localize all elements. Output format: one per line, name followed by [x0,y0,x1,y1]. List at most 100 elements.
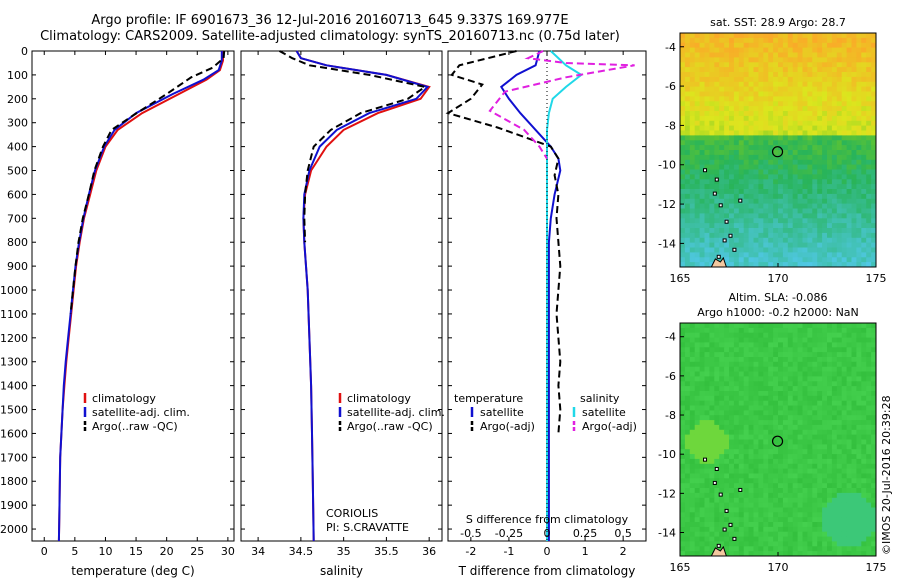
map-title: Altim. SLA: -0.086 [728,291,827,304]
y-tick-label: 1300 [0,356,28,369]
y-tick-label: 1000 [0,284,28,297]
x-tick-label: 34.5 [289,545,314,558]
x-tick-label: 35.5 [374,545,399,558]
x-tick-label: 2 [620,545,627,558]
x-tick-label: 30 [221,545,235,558]
map-panel-1: 165 170 175 -4 -6 -8 -10 -12 -14 sat. SST: 28.9 A… [658,16,886,285]
y-tick-label: -6 [665,370,676,383]
y-tick-label: 700 [7,212,28,225]
x-axis-label: T difference from climatology [458,564,636,578]
y-tick-label: 900 [7,260,28,273]
y-tick-label: 1700 [0,451,28,464]
y-tick-label: -6 [665,80,676,93]
y-tick-label: 0 [21,45,28,58]
y-tick-label: -4 [665,331,676,344]
y-tick-label: 1900 [0,499,28,512]
series-line-argo-adj- [488,50,635,160]
legend-label: satellite-adj. clim. [347,406,445,419]
annotation-line: CORIOLIS [326,507,378,520]
x-tick-label: 175 [866,561,887,574]
y-tick-label: 1800 [0,475,28,488]
x-tick-label: 35 [337,545,351,558]
legend-label: climatology [92,392,156,405]
y-tick-label: -10 [658,159,676,172]
y-tick-label: -8 [665,119,676,132]
map-subtitle: Argo h1000: -0.2 h2000: NaN [697,306,859,319]
profile-panel-3: -2 -1 0 1 2 T difference from climatology -0.5… [445,50,647,578]
island-outlines [703,168,743,268]
x2-tick-label: -0.5 [460,527,481,540]
legend-label: Argo(-adj) [480,420,535,433]
profile-panel-2: 34 34.5 35 35.5 36 salinity climatologysatelli… [240,50,445,578]
x2-tick-label: -0.25 [495,527,523,540]
x-tick-label: 175 [866,272,887,285]
island-outlines [703,457,743,557]
profile-panel-1: 0 5 10 15 20 25 30 temperature (deg C) 0 100 200 30… [0,45,235,578]
y-tick-label: -10 [658,448,676,461]
series-line-satellite-adj-clim- [295,50,430,542]
x-tick-label: 15 [129,545,143,558]
legend-label: Argo(-adj) [582,420,637,433]
series-line-satellite [499,50,562,541]
y-tick-label: 2000 [0,523,28,536]
x-axis-label: temperature (deg C) [71,564,194,578]
series-line-argo-raw-qc- [279,50,428,243]
legend-heading: salinity [580,392,620,405]
map-field [680,33,877,268]
map-title: sat. SST: 28.9 Argo: 28.7 [710,16,846,29]
x2-tick-label: 0.5 [614,527,632,540]
x-axis-label: salinity [320,564,363,578]
y-tick-label: 1600 [0,427,28,440]
x-tick-label: 1 [582,545,589,558]
y-tick-label: 600 [7,188,28,201]
x2-tick-label: 0 [544,527,551,540]
series-line-satellite [546,50,584,541]
x-tick-label: 170 [768,561,789,574]
legend-label: satellite-adj. clim. [92,406,190,419]
x2-axis-label: S difference from climatology [466,513,629,526]
map-field [680,323,877,557]
header-line-2: Climatology: CARS2009. Satellite-adjuste… [40,29,620,44]
legend-label: satellite [480,406,524,419]
x-tick-label: 36 [422,545,436,558]
panel-frame [31,50,235,542]
legend-heading: temperature [454,392,523,405]
x2-tick-label: 0.25 [573,527,598,540]
y-tick-label: -14 [658,527,676,540]
x-tick-label: 165 [670,272,691,285]
x-tick-label: 34 [251,545,265,558]
series-line-argo-adj- [445,50,562,434]
y-tick-label: 200 [7,93,28,106]
legend-label: Argo(..raw -QC) [92,420,178,433]
argo-position-marker [771,146,784,158]
header-line-1: Argo profile: IF 6901673_36 12-Jul-2016 … [91,13,569,28]
argo-position-marker [771,435,784,447]
x-tick-label: 0 [41,545,48,558]
y-tick-label: 400 [7,141,28,154]
y-tick-label: -12 [658,198,676,211]
x-tick-label: -2 [465,545,476,558]
x-tick-label: 10 [98,545,112,558]
y-tick-label: 1400 [0,380,28,393]
x-tick-label: 165 [670,561,691,574]
annotation-line: PI: S.CRAVATTE [326,521,409,534]
x-tick-label: 5 [71,545,78,558]
y-tick-label: -8 [665,409,676,422]
legend-label: satellite [582,406,626,419]
x-tick-label: 25 [190,545,204,558]
x-tick-label: -1 [503,545,514,558]
legend-label: Argo(..raw -QC) [347,420,433,433]
y-tick-label: 500 [7,165,28,178]
y-tick-label: 1100 [0,308,28,321]
credit-label: ©IMOS 20-Jul-2016 20:39:28 [880,395,893,555]
y-tick-label: 1200 [0,332,28,345]
y-tick-label: 1500 [0,404,28,417]
y-tick-label: -14 [658,237,676,250]
y-tick-label: 300 [7,117,28,130]
y-tick-label: 100 [7,69,28,82]
y-tick-label: -4 [665,41,676,54]
y-tick-label: 800 [7,236,28,249]
x-tick-label: 20 [160,545,174,558]
map-panel-2: 165 170 175 -4 -6 -8 -10 -12 -14 Altim. SLA: -0.0… [658,291,886,574]
